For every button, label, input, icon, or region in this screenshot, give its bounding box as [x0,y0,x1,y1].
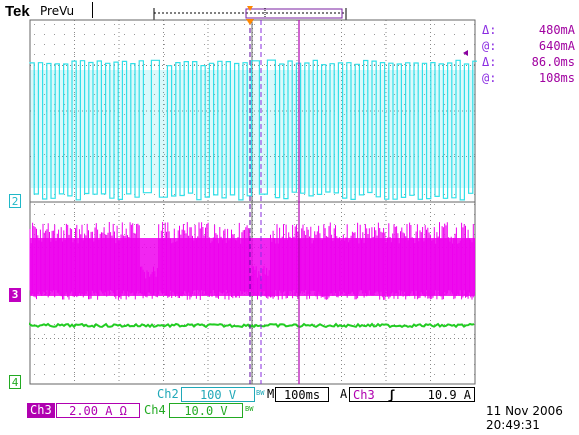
time-delta-label: Δ: [482,55,497,69]
ch2-bw-limit-icon: BW [256,389,265,397]
ch4-trace [29,322,475,329]
trigger-settings-box[interactable]: Ch3 ʃ 10.9 A [349,387,475,402]
trigger-mode-prefix: A [340,387,348,401]
time-at-label: @: [482,71,497,85]
header-separator [92,2,93,18]
ch2-ground-marker[interactable]: 2 [9,194,21,208]
brand-logo: Tek [5,3,30,20]
amp-at-label: @: [482,39,497,53]
acquisition-date: 11 Nov 2006 [486,404,563,418]
acquisition-mode: PreVu [40,4,75,18]
trigger-level: 10.9 A [427,388,471,402]
amp-delta-label: Δ: [482,23,497,37]
ch3-label[interactable]: Ch3 [27,403,55,418]
ch3-ground-marker[interactable]: 3 [9,288,21,302]
amp-delta-value: 480mA [538,23,575,37]
trigger-position-marker-icon [246,19,254,25]
amp-at-value: 640mA [538,39,575,53]
cursor-level-arrow-icon [463,50,468,56]
ch4-waveform [29,322,475,329]
ch3-waveform [29,222,476,300]
ch2-scale[interactable]: 100 V [181,387,255,402]
cursor-readout-panel: Δ: 480mA @: 640mA Δ: 86.0ms @: 108ms [482,22,577,86]
ch4-bw-limit-icon: BW [245,405,254,413]
trigger-source: Ch3 [353,388,375,402]
timebase-prefix: M [267,387,275,401]
timebase-setting[interactable]: 100ms [275,387,329,402]
ch4-label[interactable]: Ch4 [144,403,166,417]
ch4-ground-marker[interactable]: 4 [9,375,21,389]
ch3-trace [29,222,476,300]
ch2-waveform [29,59,477,201]
ch2-label[interactable]: Ch2 [157,387,179,401]
acquisition-time: 20:49:31 [486,418,540,432]
rising-edge-icon: ʃ [387,388,396,402]
overview-trigger-icon [247,6,253,11]
time-at-value: 108ms [538,71,575,85]
time-delta-value: 86.0ms [531,55,575,69]
record-window[interactable] [245,8,343,19]
record-overview-bar[interactable] [150,4,350,22]
ch3-scale[interactable]: 2.00 A Ω [56,403,140,418]
ch2-trace [29,59,477,201]
ch4-scale[interactable]: 10.0 V [169,403,243,418]
